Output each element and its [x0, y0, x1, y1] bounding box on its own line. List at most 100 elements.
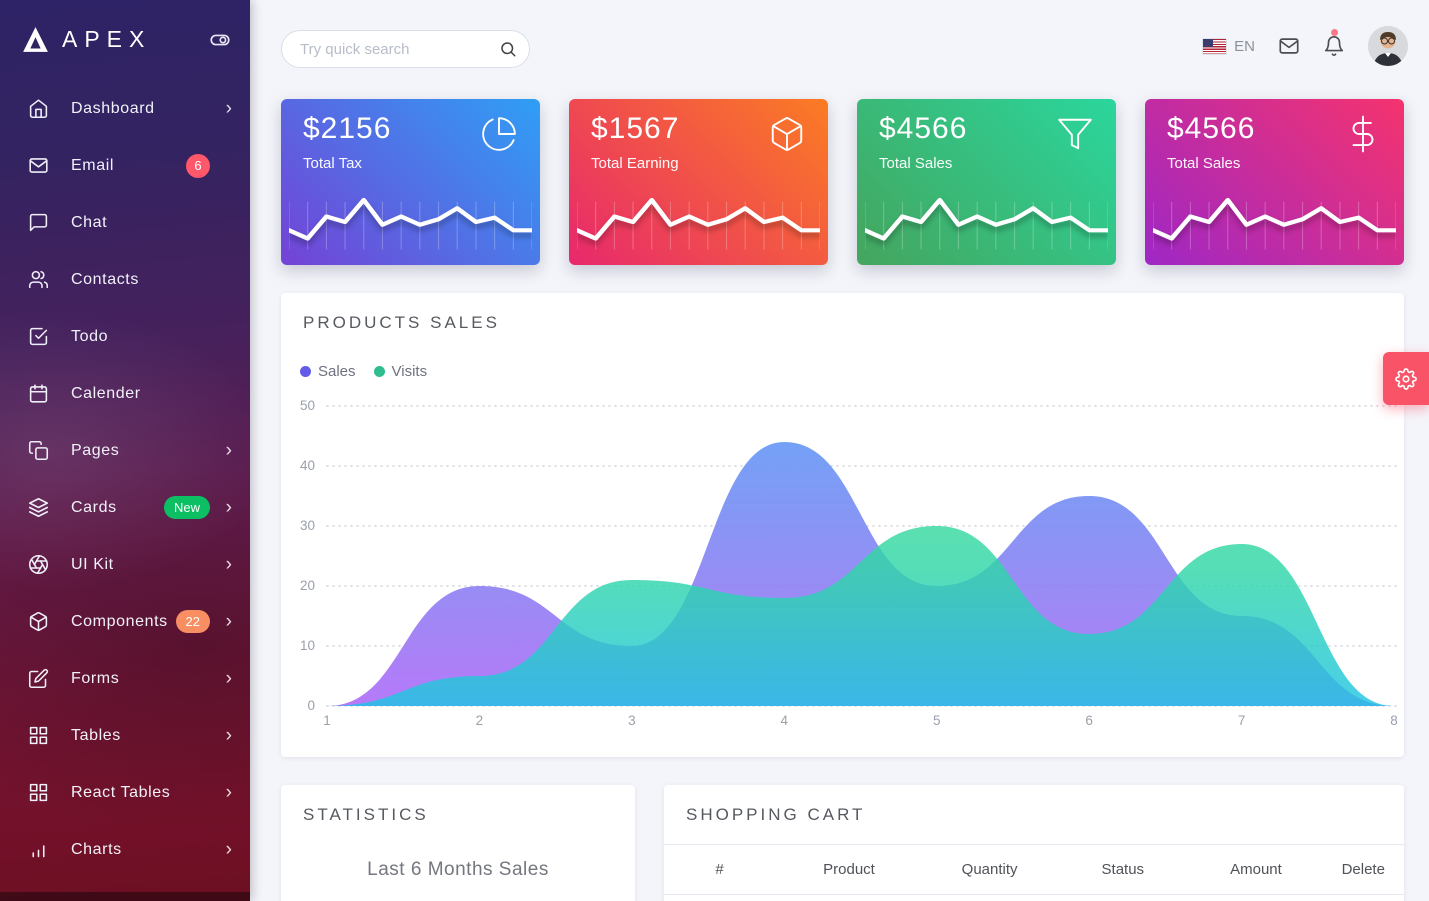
- legend-label: Sales: [318, 363, 356, 380]
- svg-text:3: 3: [628, 713, 636, 728]
- settings-button[interactable]: [1383, 352, 1429, 405]
- pie-chart-icon: [482, 117, 516, 151]
- mail-icon: [1279, 38, 1299, 54]
- stat-card-label: Total Tax: [303, 155, 362, 172]
- us-flag-icon: [1203, 38, 1227, 54]
- chevron-right-icon: ›: [225, 668, 232, 689]
- chevron-right-icon: ›: [225, 839, 232, 860]
- legend-label: Visits: [391, 363, 428, 380]
- sidebar-item-forms[interactable]: Forms ›: [0, 650, 250, 707]
- sidebar-item-label: Pages: [71, 441, 120, 459]
- stat-card-value: $2156: [303, 112, 392, 145]
- home-icon: [29, 99, 48, 119]
- svg-text:1: 1: [323, 713, 331, 728]
- main-content: EN: [250, 0, 1429, 901]
- chevron-right-icon: ›: [225, 782, 232, 803]
- notifications-button[interactable]: [1323, 29, 1345, 57]
- cards-icon: [28, 497, 49, 518]
- svg-text:10: 10: [300, 638, 315, 653]
- statistics-title: STATISTICS: [303, 805, 429, 824]
- svg-text:8: 8: [1390, 713, 1398, 728]
- svg-text:30: 30: [300, 518, 315, 533]
- pages-icon: [28, 440, 49, 461]
- card-sparkline: [286, 197, 535, 250]
- sidebar-item-cards[interactable]: Cards New ›: [0, 479, 250, 536]
- sidebar-item-label: Chat: [71, 213, 108, 231]
- sidebar-item-dashboard[interactable]: Dashboard ›: [0, 80, 250, 137]
- stat-card-value: $4566: [1167, 112, 1256, 145]
- sidebar-item-label: Contacts: [71, 270, 139, 288]
- cart-column-num: #: [715, 861, 724, 878]
- svg-text:50: 50: [300, 398, 315, 413]
- sidebar-badge: 22: [175, 610, 210, 633]
- search-bar: [281, 30, 530, 68]
- sidebar-item-todo[interactable]: Todo›: [0, 308, 250, 365]
- chevron-right-icon: ›: [225, 497, 232, 518]
- sidebar-item-pages[interactable]: Pages ›: [0, 422, 250, 479]
- products-sales-panel: PRODUCTS SALES Sales Visits 0 10 20 30 40 50 1 2…: [281, 293, 1404, 757]
- sidebar: APEX Dashboard›Email6›Chat›Contacts›Todo…: [0, 0, 250, 901]
- sidebar-item-label: Cards: [71, 498, 117, 516]
- sidebar-item-label: Tables: [71, 726, 121, 744]
- sidebar-item-label: UI Kit: [71, 555, 114, 573]
- chevron-right-icon: ›: [225, 725, 232, 746]
- sidebar-item-tables[interactable]: Tables ›: [0, 707, 250, 764]
- stat-card-value: $4566: [879, 112, 968, 145]
- sidebar-item-react-tables[interactable]: React Tables ›: [0, 764, 250, 821]
- language-selector[interactable]: EN: [1203, 38, 1255, 55]
- sidebar-item-label: Charts: [71, 840, 122, 858]
- sidebar-badge: 6: [186, 153, 210, 178]
- stat-card-label: Total Sales: [1167, 155, 1241, 172]
- card-sparkline: [1150, 197, 1399, 250]
- todo-icon: [29, 327, 48, 346]
- brand-name: APEX: [62, 26, 152, 52]
- mail-button[interactable]: [1278, 35, 1300, 57]
- card-sparkline: [574, 197, 823, 250]
- topbar-actions: EN: [1203, 26, 1408, 66]
- legend-item-sales[interactable]: Sales: [300, 363, 356, 380]
- sidebar-item-label: Calender: [71, 384, 141, 402]
- legend-item-visits[interactable]: Visits: [373, 363, 428, 380]
- search-icon[interactable]: [499, 40, 517, 58]
- sidebar-item-charts[interactable]: Charts ›: [0, 821, 250, 878]
- chevron-right-icon: ›: [225, 611, 232, 632]
- svg-text:20: 20: [300, 578, 315, 593]
- shopping-cart-header-row: # Product Quantity Status Amount Delete: [664, 844, 1404, 895]
- forms-icon: [28, 668, 49, 689]
- user-avatar[interactable]: [1368, 26, 1408, 66]
- mail-icon: [29, 158, 48, 173]
- svg-text:2: 2: [476, 713, 484, 728]
- language-label: EN: [1234, 37, 1255, 55]
- brand: APEX: [0, 0, 250, 53]
- sidebar-item-label: React Tables: [71, 783, 171, 801]
- sidebar-item-ui-kit[interactable]: UI Kit ›: [0, 536, 250, 593]
- sidebar-item-chat[interactable]: Chat›: [0, 194, 250, 251]
- gear-icon: [1395, 367, 1417, 390]
- calendar-icon: [29, 384, 48, 403]
- sidebar-item-components[interactable]: Components 22 ›: [0, 593, 250, 650]
- cart-column-quantity: Quantity: [961, 861, 1018, 878]
- sidebar-toggle-icon[interactable]: [210, 30, 230, 50]
- cube-icon: [771, 117, 803, 151]
- svg-text:5: 5: [933, 713, 941, 728]
- sidebar-item-contacts[interactable]: Contacts›: [0, 251, 250, 308]
- stat-card-value: $1567: [591, 112, 680, 145]
- avatar-image: [1368, 26, 1408, 66]
- svg-text:7: 7: [1238, 713, 1246, 728]
- stat-card-4: $4566 Total Sales: [1145, 99, 1404, 265]
- shopping-cart-panel: SHOPPING CART # Product Quantity Status Amou…: [664, 785, 1404, 901]
- svg-text:0: 0: [307, 698, 315, 713]
- chevron-right-icon: ›: [225, 98, 232, 119]
- react-tables-icon: [29, 783, 48, 802]
- sidebar-nav: Dashboard›Email6›Chat›Contacts›Todo›Cale…: [0, 80, 250, 878]
- search-input[interactable]: [281, 30, 530, 68]
- components-icon: [29, 611, 48, 632]
- sidebar-item-label: Forms: [71, 669, 120, 687]
- sidebar-item-label: Todo: [71, 327, 109, 345]
- sidebar-item-calender[interactable]: Calender›: [0, 365, 250, 422]
- tables-icon: [29, 726, 48, 745]
- stat-card-2: $1567 Total Earning: [569, 99, 828, 265]
- stat-card-1: $2156 Total Tax: [281, 99, 540, 265]
